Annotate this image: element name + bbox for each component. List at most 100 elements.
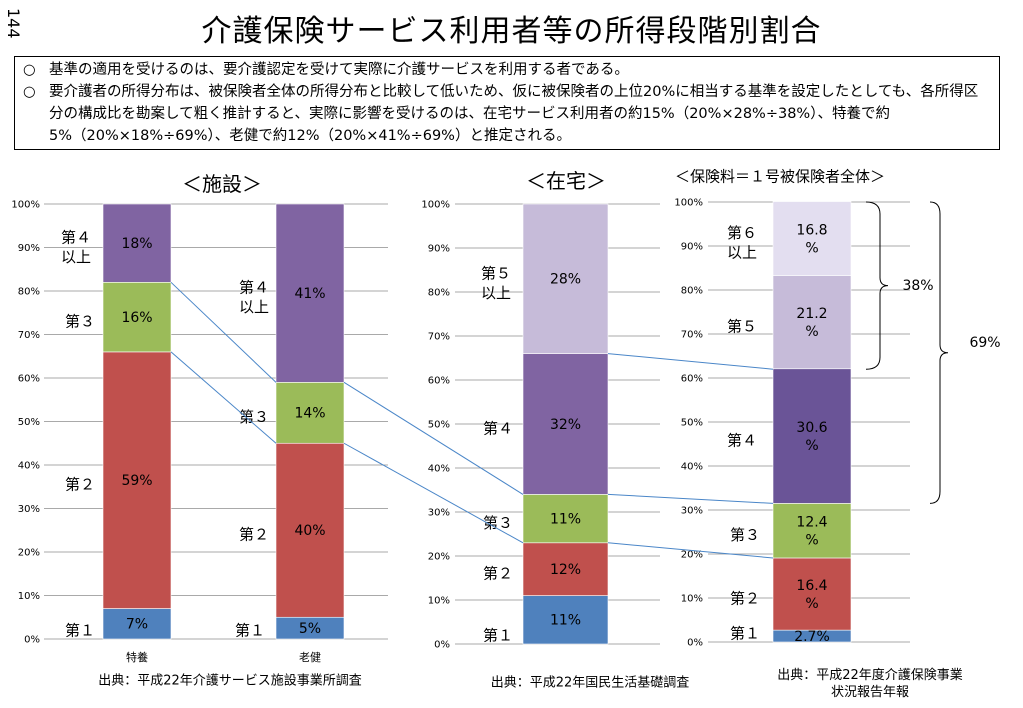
y-tick-label: 40% [18, 461, 40, 472]
tier-label: 第５ [727, 317, 757, 335]
bar-segment [772, 201, 852, 276]
bar-segment [772, 557, 852, 631]
tier-label: 第４ [727, 431, 757, 449]
bar-segment [772, 275, 852, 370]
tier-label: 第１ [235, 621, 265, 639]
tier-label: 第３ [483, 514, 513, 532]
data-label: 2.7% [794, 629, 830, 645]
bar-segment [522, 595, 609, 645]
source-note: 出典：平成22年国民生活基礎調査 [491, 676, 690, 691]
chart-title: ＜施設＞ [182, 172, 262, 196]
data-label: 14% [294, 406, 325, 422]
bar-segment [102, 351, 172, 609]
bar-segment [102, 203, 172, 283]
notes-box: ○ 基準の適用を受けるのは、要介護認定を受けて実際に介護サービスを利用する者であ… [14, 56, 1000, 150]
bar-segment [275, 382, 345, 444]
chart-title: ＜在宅＞ [526, 169, 606, 193]
data-label: 28% [550, 272, 581, 288]
connector-line [343, 442, 524, 544]
y-tick-label: 70% [428, 332, 450, 343]
data-label: 59% [121, 473, 152, 489]
y-tick-label: 30% [681, 506, 703, 517]
tier-label: 第４ [483, 419, 513, 437]
bar-segment [772, 629, 852, 643]
y-tick-label: 30% [428, 508, 450, 519]
y-tick-label: 10% [428, 596, 450, 607]
y-tick-label: 20% [681, 550, 703, 561]
tier-label: 第１ [65, 621, 95, 639]
y-tick-label: 90% [18, 243, 40, 254]
y-tick-label: 60% [428, 376, 450, 387]
y-tick-label: 60% [681, 374, 703, 385]
bar-segment [522, 203, 609, 354]
bar-segment [102, 608, 172, 640]
note-item: ○ 要介護者の所得分布は、被保険者全体の所得分布と比較して低いため、仮に被保険者… [23, 81, 991, 147]
connector-line [170, 351, 277, 444]
chart-title: ＜保険料＝１号被保険者全体＞ [675, 167, 885, 185]
connector-line [607, 493, 774, 504]
tier-label: 第４以上 [239, 279, 269, 317]
note-text: 基準の適用を受けるのは、要介護認定を受けて実際に介護サービスを利用する者である。 [49, 62, 629, 78]
data-label: 16.8% [796, 222, 827, 256]
tier-label: 第３ [65, 312, 95, 330]
y-tick-label: 20% [18, 548, 40, 559]
data-label: 7% [126, 617, 148, 633]
y-tick-label: 40% [428, 464, 450, 475]
bullet-icon: ○ [23, 62, 36, 78]
data-label: 16% [121, 310, 152, 326]
bar-segment [102, 281, 172, 353]
page-title: 介護保険サービス利用者等の所得段階別割合 [201, 14, 822, 49]
bracket [865, 201, 889, 370]
bar-segment [772, 503, 852, 559]
y-tick-label: 60% [18, 374, 40, 385]
y-tick-label: 10% [18, 591, 40, 602]
y-tick-label: 0% [687, 638, 703, 649]
y-tick-label: 0% [24, 635, 40, 646]
y-tick-label: 50% [681, 418, 703, 429]
bar-segment [275, 203, 345, 383]
data-label: 16.4% [796, 578, 827, 612]
bar-segment [275, 442, 345, 618]
data-label: 18% [121, 236, 152, 252]
tier-label: 第４以上 [61, 229, 91, 267]
x-category-label: 特養 [126, 650, 148, 664]
y-tick-label: 40% [681, 462, 703, 473]
page-number: 144 [4, 8, 23, 39]
data-label: 41% [294, 286, 325, 302]
data-label: 11% [550, 613, 581, 629]
y-tick-label: 80% [428, 288, 450, 299]
tier-label: 第１ [730, 624, 760, 642]
y-tick-label: 70% [18, 330, 40, 341]
y-tick-label: 100% [674, 198, 703, 209]
bar-segment [275, 616, 345, 640]
y-tick-label: 100% [421, 200, 450, 211]
connector-line [607, 353, 774, 370]
y-tick-label: 30% [18, 504, 40, 515]
tier-label: 第３ [730, 526, 760, 544]
tier-label: 第５以上 [481, 264, 511, 302]
tier-label: 第６以上 [727, 224, 757, 262]
bracket [929, 201, 949, 504]
bracket-label: 38% [902, 278, 933, 294]
x-category-label: 老健 [299, 651, 321, 664]
connector-line [343, 381, 524, 495]
data-label: 40% [294, 523, 325, 539]
bracket-label: 69% [969, 335, 1000, 351]
y-tick-label: 100% [11, 200, 40, 211]
y-tick-label: 10% [681, 594, 703, 605]
note-text: 要介護者の所得分布は、被保険者全体の所得分布と比較して低いため、仮に被保険者の上… [49, 84, 979, 144]
bar-segment [522, 494, 609, 544]
bar-segment [522, 353, 609, 495]
y-tick-label: 90% [428, 244, 450, 255]
source-note: 出典：平成22年度介護保険事業状況報告年報 [777, 667, 963, 700]
data-label: 11% [550, 512, 581, 528]
source-note: 出典：平成22年介護サービス施設事業所調査 [98, 673, 362, 689]
y-tick-label: 90% [681, 242, 703, 253]
y-tick-label: 0% [434, 640, 450, 651]
data-label: 32% [550, 417, 581, 433]
data-label: 5% [299, 621, 321, 637]
tier-label: 第２ [730, 589, 760, 607]
y-tick-label: 80% [18, 287, 40, 298]
y-tick-label: 20% [428, 552, 450, 563]
tier-label: 第１ [483, 626, 513, 644]
